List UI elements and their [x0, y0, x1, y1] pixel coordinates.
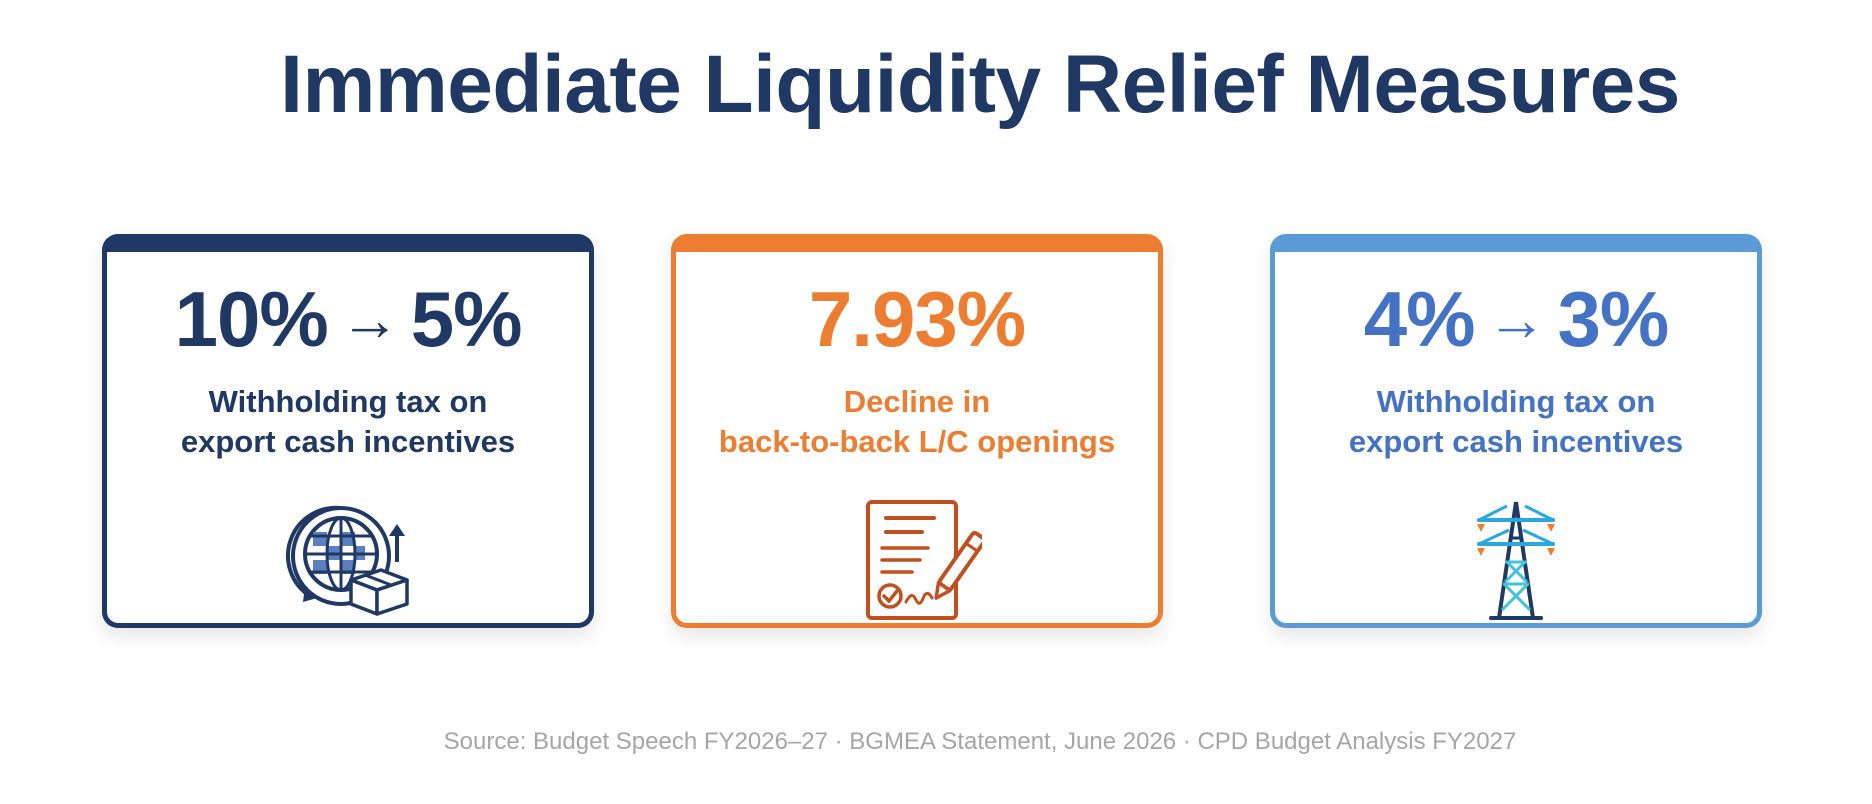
desc-line-2: back-to-back L/C openings: [718, 424, 1116, 459]
stat-from: 10%: [174, 275, 329, 363]
card-description: Decline in back-to-back L/C openings: [686, 382, 1148, 462]
desc-line-1: Decline in: [843, 384, 991, 419]
power-pylon-icon: [1477, 501, 1555, 620]
card-description: Withholding tax on export cash incentive…: [1285, 382, 1747, 462]
stat-value: 7.93%: [808, 275, 1026, 363]
card-description: Withholding tax on export cash incentive…: [117, 382, 579, 462]
signed-document-icon: [866, 500, 982, 620]
source-note: Source: Budget Speech FY2026–27 · BGMEA …: [443, 728, 1517, 755]
desc-line-2: export cash incentives: [1348, 424, 1684, 459]
stat-value: 10% → 5%: [107, 280, 589, 358]
stat-value: 4% → 3%: [1275, 280, 1757, 358]
arrow-icon: →: [339, 286, 400, 353]
page-title: Immediate Liquidity Relief Measures: [280, 39, 1680, 130]
card-lc-decline: 7.93% Decline in back-to-back L/C openin…: [671, 234, 1163, 628]
stat-from: 4%: [1363, 275, 1476, 363]
stat-to: 3%: [1557, 275, 1670, 363]
globe-export-icon: [285, 505, 409, 616]
arrow-icon: →: [1486, 286, 1547, 353]
desc-line-2: export cash incentives: [180, 424, 516, 459]
card-withholding-tax-cut: 10% → 5% Withholding tax on export cash in…: [102, 234, 594, 628]
desc-line-1: Withholding tax on: [208, 384, 488, 419]
desc-line-1: Withholding tax on: [1376, 384, 1656, 419]
stat-to: 5%: [410, 275, 523, 363]
card-withholding-tax-cut-2: 4% → 3% Withholding tax on export cash inc…: [1270, 234, 1762, 628]
